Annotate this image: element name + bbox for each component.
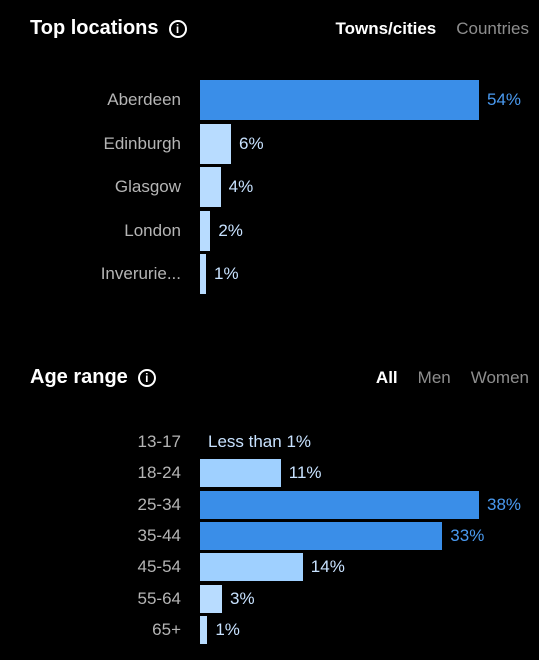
value-label: 11%: [288, 463, 322, 483]
value-label: 38%: [487, 494, 522, 514]
row-label: 13-17: [137, 432, 181, 451]
age-range-title: Age range i: [30, 366, 156, 389]
tab-countries[interactable]: Countries: [456, 19, 529, 38]
row-label: Aberdeen: [107, 90, 181, 109]
bar: [200, 210, 211, 251]
value-label: 54%: [487, 90, 522, 109]
bar: [200, 459, 281, 488]
row-label: 35-44: [137, 525, 181, 545]
bar: [200, 80, 479, 120]
value-label: 33%: [450, 525, 485, 545]
value-label: 3%: [230, 588, 255, 608]
row-label: Inverurie...: [100, 264, 181, 283]
value-label: 2%: [218, 220, 243, 240]
location-tabs: Towns/cities Countries: [335, 19, 529, 39]
row-label: London: [124, 220, 181, 240]
row-label: 45-54: [137, 557, 181, 577]
top-locations-title-text: Top locations: [30, 17, 159, 39]
bar: [200, 123, 231, 164]
info-icon[interactable]: i: [168, 19, 187, 38]
value-label: 1%: [214, 264, 239, 283]
bar: [200, 167, 221, 207]
value-label: 4%: [228, 177, 254, 196]
row-label: 25-34: [137, 494, 181, 514]
bar: [200, 254, 206, 294]
age-tabs: All Men Women: [376, 368, 529, 388]
tab-all[interactable]: All: [375, 368, 398, 387]
row-label: Edinburgh: [103, 133, 181, 153]
bar: [200, 584, 223, 613]
age-range-title-text: Age range: [30, 366, 128, 388]
top-locations-header: Top locations i Towns/cities Countries: [30, 17, 529, 47]
top-locations-title: Top locations i: [30, 17, 187, 40]
bar: [200, 615, 208, 644]
row-label: 65+: [152, 619, 181, 639]
tab-women[interactable]: Women: [470, 368, 529, 387]
value-label: Less than 1%: [208, 432, 312, 451]
value-label: 14%: [310, 557, 345, 577]
info-icon[interactable]: i: [137, 368, 156, 387]
row-label: 55-64: [137, 588, 181, 608]
row-label: Glasgow: [114, 177, 181, 196]
value-label: 6%: [239, 133, 264, 153]
bar: [200, 521, 443, 550]
bar: [200, 553, 303, 582]
bar: [200, 490, 479, 519]
value-label: 1%: [215, 619, 240, 639]
tab-towns-cities[interactable]: Towns/cities: [335, 19, 437, 38]
row-label: 18-24: [137, 463, 181, 483]
age-range-header: Age range i All Men Women: [30, 366, 529, 396]
tab-men[interactable]: Men: [417, 368, 451, 387]
